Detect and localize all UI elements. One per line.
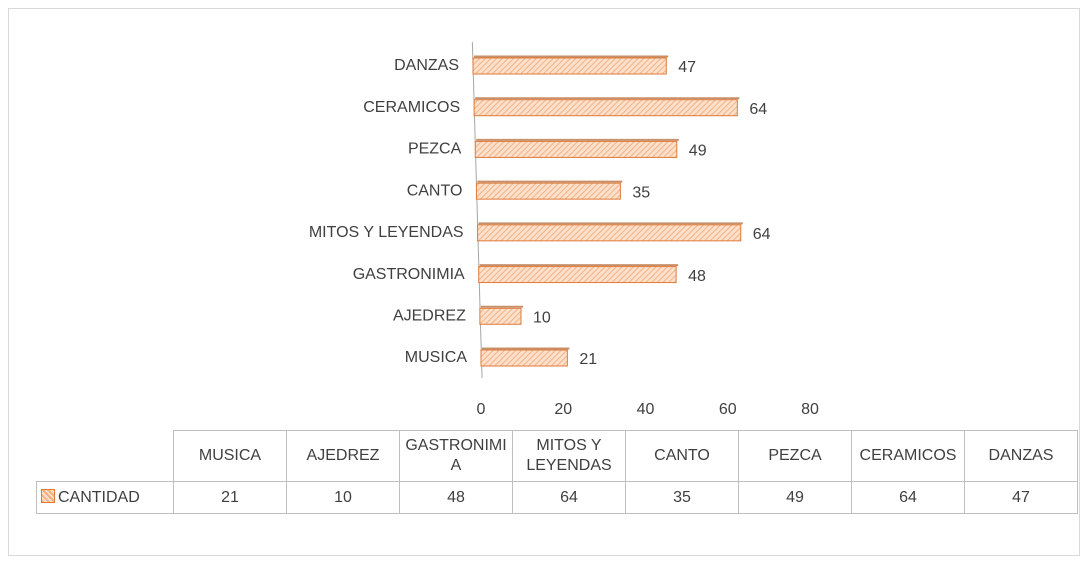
data-label: 35: [632, 184, 650, 201]
table-header: DANZAS: [964, 430, 1078, 482]
y-tick-label: PEZCA: [408, 141, 462, 158]
y-tick-label: MUSICA: [405, 349, 468, 366]
bar: [475, 182, 621, 200]
x-tick-label: 20: [554, 401, 572, 418]
table-header: CANTO: [625, 430, 739, 482]
data-label: 21: [579, 351, 597, 368]
y-tick-label: CANTO: [407, 182, 463, 199]
legend-cell: CANTIDAD: [36, 481, 174, 514]
data-label: 48: [688, 268, 706, 285]
bar: [478, 266, 677, 284]
chart-border: [8, 8, 1080, 556]
table-value: 49: [738, 481, 852, 514]
table-value: 64: [851, 481, 965, 514]
table-value: 21: [173, 481, 287, 514]
legend-swatch: [41, 488, 55, 503]
y-tick-label: CERAMICOS: [363, 99, 460, 116]
y-tick-label: DANZAS: [394, 57, 459, 74]
table-value: 35: [625, 481, 739, 514]
blank-cell: [36, 430, 174, 482]
y-axis: [471, 41, 483, 379]
x-tick-label: 40: [637, 401, 655, 418]
y-tick-label: MITOS Y LEYENDAS: [309, 224, 464, 241]
data-table: MUSICA AJEDREZ GASTRONIMIA MITOS Y LEYENDAS…: [36, 430, 1078, 514]
bar: [477, 224, 742, 242]
data-label: 49: [689, 143, 707, 160]
table-header: MUSICA: [173, 430, 287, 482]
bar: [473, 99, 738, 117]
y-tick-label: GASTRONIMIA: [353, 266, 465, 283]
legend-label: CANTIDAD: [58, 488, 140, 506]
table-header: GASTRONIMIA: [399, 430, 513, 482]
data-label: 47: [678, 59, 696, 76]
table-header: PEZCA: [738, 430, 852, 482]
x-tick-label: 60: [719, 401, 737, 418]
bar: [472, 57, 667, 75]
bar: [480, 349, 568, 367]
data-label: 64: [749, 101, 767, 118]
data-label: 10: [533, 310, 551, 327]
table-value: 64: [512, 481, 626, 514]
table-header: AJEDREZ: [286, 430, 400, 482]
data-label: 64: [753, 226, 771, 243]
bar: [474, 140, 678, 158]
y-tick-label: AJEDREZ: [393, 308, 466, 325]
table-value: 10: [286, 481, 400, 514]
table-header: MITOS Y LEYENDAS: [512, 430, 626, 482]
table-value: 47: [964, 481, 1078, 514]
table-value: 48: [399, 481, 513, 514]
x-tick-label: 80: [801, 401, 819, 418]
x-tick-label: 0: [477, 401, 486, 418]
table-header: CERAMICOS: [851, 430, 965, 482]
bar: [479, 307, 522, 325]
